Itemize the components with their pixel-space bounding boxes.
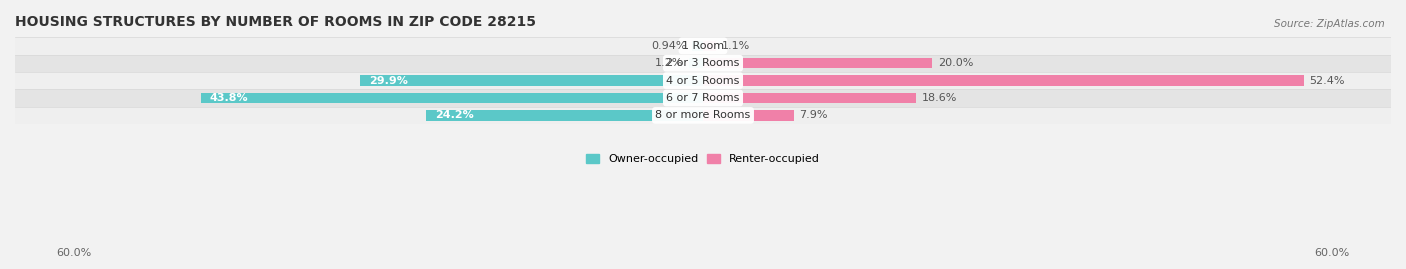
Text: 29.9%: 29.9% — [370, 76, 408, 86]
Text: 1 Room: 1 Room — [682, 41, 724, 51]
Bar — [201, 93, 703, 103]
Text: 1.1%: 1.1% — [721, 41, 749, 51]
Bar — [703, 41, 716, 51]
Text: 6 or 7 Rooms: 6 or 7 Rooms — [666, 93, 740, 103]
Text: 43.8%: 43.8% — [209, 93, 249, 103]
Text: 8 or more Rooms: 8 or more Rooms — [655, 110, 751, 121]
Text: 4 or 5 Rooms: 4 or 5 Rooms — [666, 76, 740, 86]
Text: 24.2%: 24.2% — [434, 110, 474, 121]
Text: 2 or 3 Rooms: 2 or 3 Rooms — [666, 58, 740, 68]
Text: Source: ZipAtlas.com: Source: ZipAtlas.com — [1274, 19, 1385, 29]
Text: 20.0%: 20.0% — [938, 58, 973, 68]
Text: 1.2%: 1.2% — [655, 58, 683, 68]
Text: 7.9%: 7.9% — [800, 110, 828, 121]
Bar — [703, 110, 793, 121]
Bar — [703, 58, 932, 68]
Bar — [689, 58, 703, 68]
Bar — [426, 110, 703, 121]
Bar — [15, 72, 1391, 89]
Text: 52.4%: 52.4% — [1309, 76, 1346, 86]
Bar — [15, 37, 1391, 55]
Bar — [703, 75, 1303, 86]
Bar — [360, 75, 703, 86]
Bar — [703, 93, 917, 103]
Text: 60.0%: 60.0% — [56, 248, 91, 258]
Bar — [15, 55, 1391, 72]
Text: 0.94%: 0.94% — [651, 41, 686, 51]
Text: HOUSING STRUCTURES BY NUMBER OF ROOMS IN ZIP CODE 28215: HOUSING STRUCTURES BY NUMBER OF ROOMS IN… — [15, 15, 536, 29]
Text: 18.6%: 18.6% — [922, 93, 957, 103]
Text: 60.0%: 60.0% — [1315, 248, 1350, 258]
Bar — [15, 89, 1391, 107]
Bar — [15, 107, 1391, 124]
Legend: Owner-occupied, Renter-occupied: Owner-occupied, Renter-occupied — [583, 151, 823, 167]
Bar — [692, 41, 703, 51]
